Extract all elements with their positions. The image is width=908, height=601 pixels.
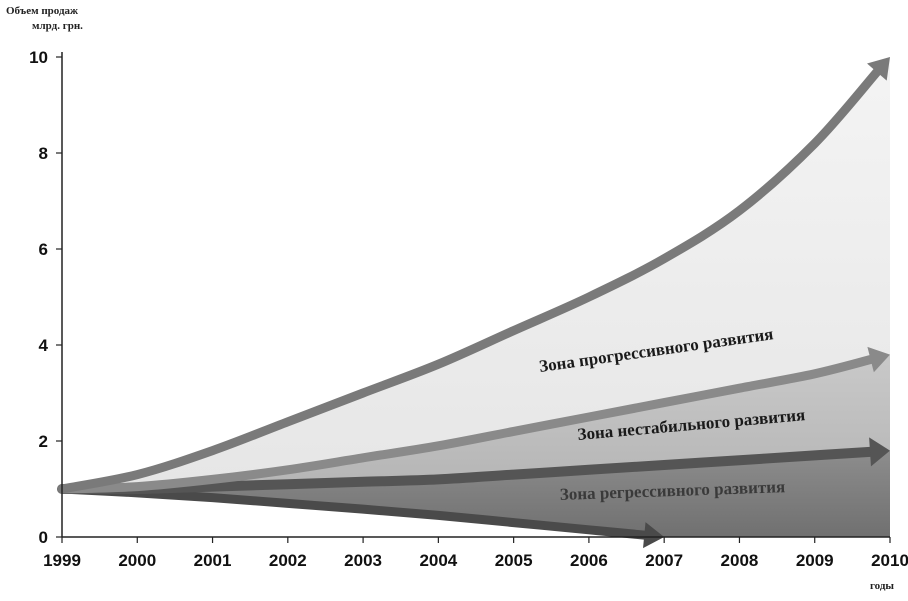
y-tick-label: 0 [39,528,48,547]
x-tick-label: 2008 [721,551,759,570]
y-tick-label: 10 [29,48,48,67]
x-tick-label: 2010 [871,551,908,570]
y-tick-label: 8 [39,144,48,163]
x-tick-label: 1999 [43,551,81,570]
x-tick-label: 2009 [796,551,834,570]
x-tick-label: 2003 [344,551,382,570]
y-tick-label: 2 [39,432,48,451]
x-tick-label: 2001 [194,551,232,570]
y-tick-label: 4 [39,336,49,355]
x-tick-label: 2006 [570,551,608,570]
x-tick-label: 2004 [419,551,457,570]
y-tick-label: 6 [39,240,48,259]
x-tick-label: 2007 [645,551,683,570]
x-tick-label: 2005 [495,551,533,570]
x-tick-label: 2000 [118,551,156,570]
x-tick-label: 2002 [269,551,307,570]
